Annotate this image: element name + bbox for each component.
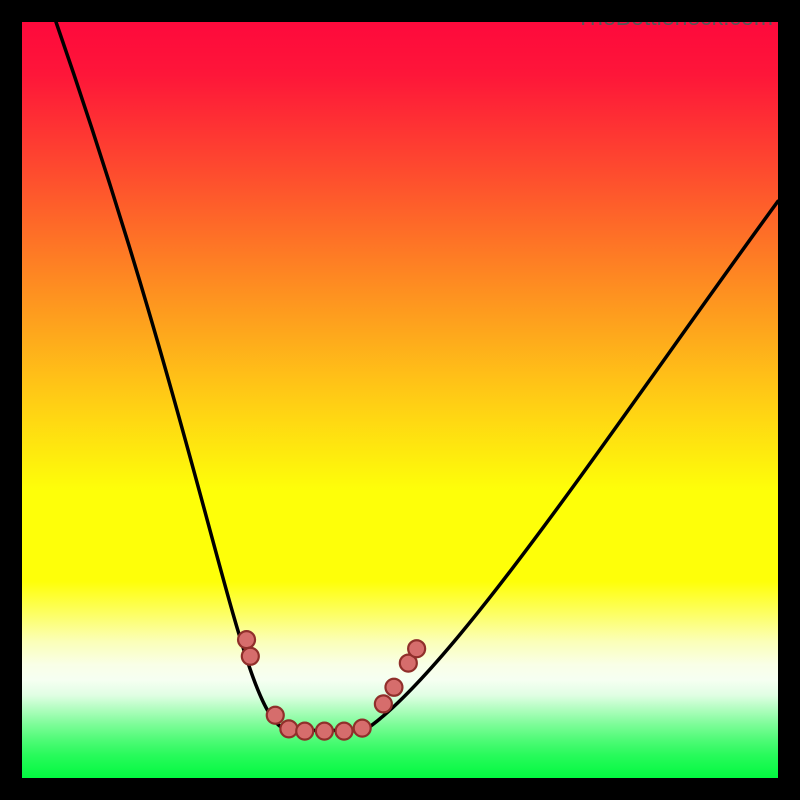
marker-point — [267, 707, 284, 724]
marker-point — [296, 723, 313, 740]
marker-point — [385, 679, 402, 696]
marker-point — [316, 723, 333, 740]
plot-area — [22, 22, 778, 778]
marker-point — [375, 695, 392, 712]
marker-point — [242, 648, 259, 665]
marker-point — [336, 723, 353, 740]
marker-point — [280, 720, 297, 737]
marker-point — [408, 640, 425, 657]
plot-svg — [22, 22, 778, 778]
marker-point — [354, 720, 371, 737]
chart-frame: TheBottleneck.com — [0, 0, 800, 800]
marker-point — [238, 631, 255, 648]
watermark-text: TheBottleneck.com — [576, 4, 773, 31]
